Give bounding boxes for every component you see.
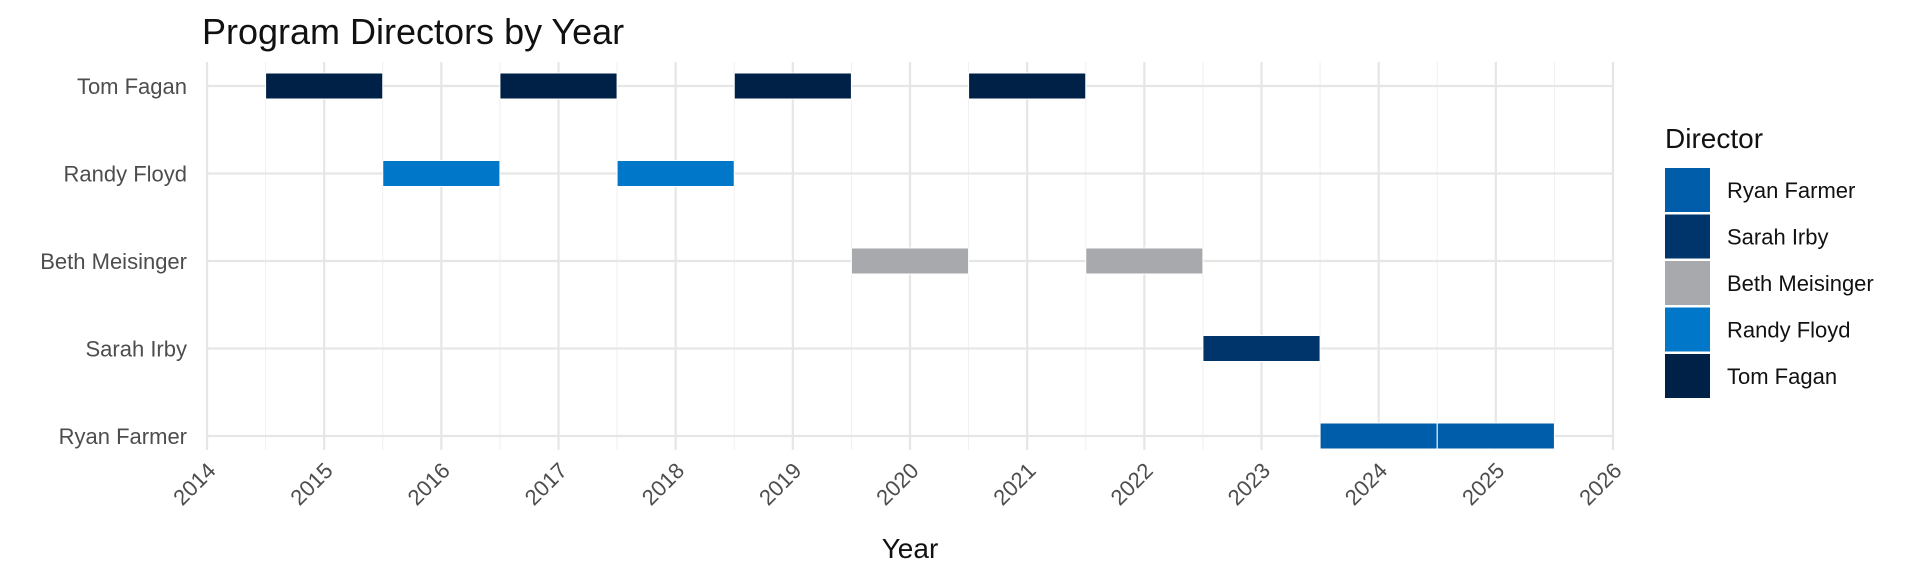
x-tick-label: 2014 (168, 458, 220, 510)
x-tick-label: 2026 (1574, 458, 1626, 510)
bar-randy-floyd-2018 (616, 160, 735, 187)
x-tick-label: 2025 (1457, 458, 1509, 510)
legend-label: Randy Floyd (1727, 318, 1851, 343)
x-tick-label: 2018 (637, 458, 689, 510)
y-tick-label: Tom Fagan (77, 74, 187, 99)
legend-title: Director (1665, 123, 1763, 154)
x-tick-label: 2016 (403, 458, 455, 510)
bar-ryan-farmer-2025 (1436, 422, 1555, 450)
bars (265, 72, 1555, 450)
x-tick-label: 2020 (871, 458, 923, 510)
y-tick-label: Ryan Farmer (59, 424, 187, 449)
x-tick-label: 2019 (754, 458, 806, 510)
bar-sarah-irby-2023 (1202, 335, 1321, 362)
bar-beth-meisinger-2020 (850, 247, 970, 275)
x-tick-label: 2023 (1223, 458, 1275, 510)
bar-tom-fagan-2019 (733, 72, 852, 100)
bar-beth-meisinger-2022 (1085, 247, 1204, 275)
y-tick-label: Beth Meisinger (40, 249, 187, 274)
bar-tom-fagan-2015 (265, 72, 384, 100)
legend-label: Beth Meisinger (1727, 271, 1874, 296)
x-tick-label: 2024 (1340, 458, 1392, 510)
bar-tom-fagan-2021 (968, 72, 1087, 100)
x-axis-label: Year (882, 533, 939, 564)
legend-key (1665, 214, 1710, 259)
x-tick-label: 2015 (285, 458, 337, 510)
x-tick-label: 2017 (520, 458, 572, 510)
y-axis-ticks: Tom Fagan Randy Floyd Beth Meisinger Sarah … (40, 74, 187, 449)
chart-title: Program Directors by Year (202, 11, 624, 52)
y-tick-label: Randy Floyd (63, 162, 187, 187)
bar-ryan-farmer-2024 (1319, 422, 1438, 450)
x-axis-ticks: 2014 2015 2016 2017 2018 2019 2020 2021 2022 2023… (168, 458, 1626, 510)
legend: Director Ryan Farmer Sarah Irby Beth Meisi… (1665, 123, 1874, 398)
legend-label: Sarah Irby (1727, 225, 1829, 250)
legend-key (1665, 168, 1710, 212)
legend-key (1665, 307, 1710, 352)
x-tick-label: 2021 (988, 458, 1040, 510)
bar-tom-fagan-2017 (499, 72, 618, 100)
x-tick-label: 2022 (1106, 458, 1158, 510)
legend-label: Ryan Farmer (1727, 178, 1855, 203)
legend-key (1665, 261, 1710, 305)
legend-label: Tom Fagan (1727, 364, 1837, 389)
bar-randy-floyd-2016 (382, 160, 501, 187)
y-tick-label: Sarah Irby (86, 337, 188, 362)
legend-key (1665, 354, 1710, 398)
